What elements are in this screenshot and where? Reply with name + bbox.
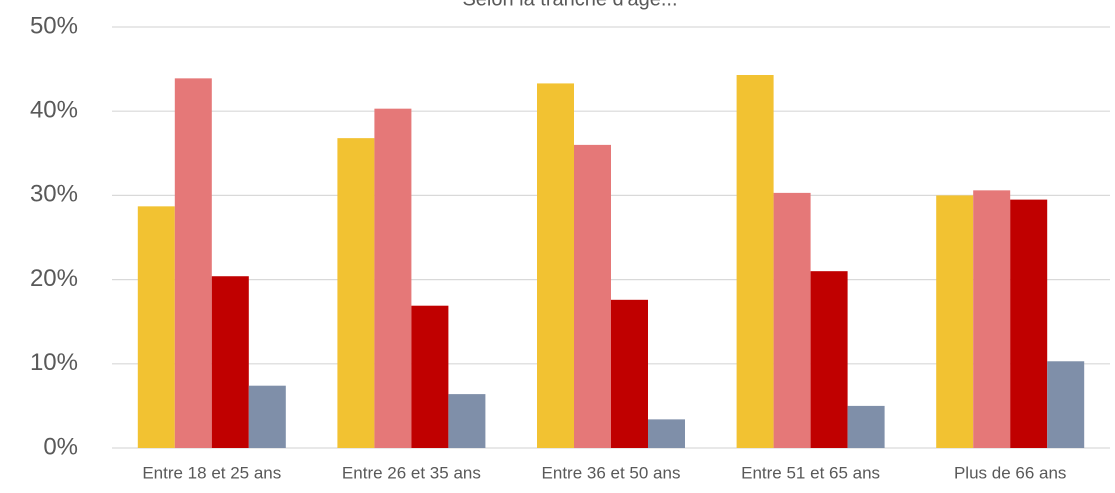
bar	[574, 144, 611, 448]
bar	[1047, 361, 1085, 448]
bar	[611, 299, 648, 448]
bar	[411, 305, 449, 448]
x-tick-label: Entre 18 et 25 ans	[142, 463, 281, 482]
bar	[537, 83, 574, 448]
bar	[1010, 199, 1048, 448]
y-tick-label: 20%	[30, 265, 78, 292]
bar	[648, 419, 685, 448]
bar	[337, 138, 375, 449]
bar	[810, 271, 848, 448]
y-tick-label: 40%	[30, 97, 78, 124]
bar	[174, 78, 212, 448]
y-tick-label: 10%	[30, 349, 78, 376]
bar	[137, 206, 175, 448]
x-tick-label: Entre 51 et 65 ans	[741, 463, 880, 482]
bar	[211, 276, 249, 448]
bar	[374, 108, 412, 448]
bar	[248, 385, 286, 448]
bar	[936, 195, 974, 448]
bar	[847, 405, 885, 448]
x-tick-label: Plus de 66 ans	[954, 463, 1066, 482]
x-tick-label: Entre 26 et 35 ans	[342, 463, 481, 482]
bar	[448, 394, 486, 448]
chart-title: Selon la tranche d'âge...	[462, 0, 677, 10]
bar	[773, 192, 811, 448]
y-tick-label: 50%	[30, 12, 78, 39]
y-tick-label: 30%	[30, 181, 78, 208]
bar	[736, 74, 774, 448]
bar	[973, 190, 1011, 448]
x-tick-label: Entre 36 et 50 ans	[542, 463, 681, 482]
y-tick-label: 0%	[43, 433, 78, 460]
